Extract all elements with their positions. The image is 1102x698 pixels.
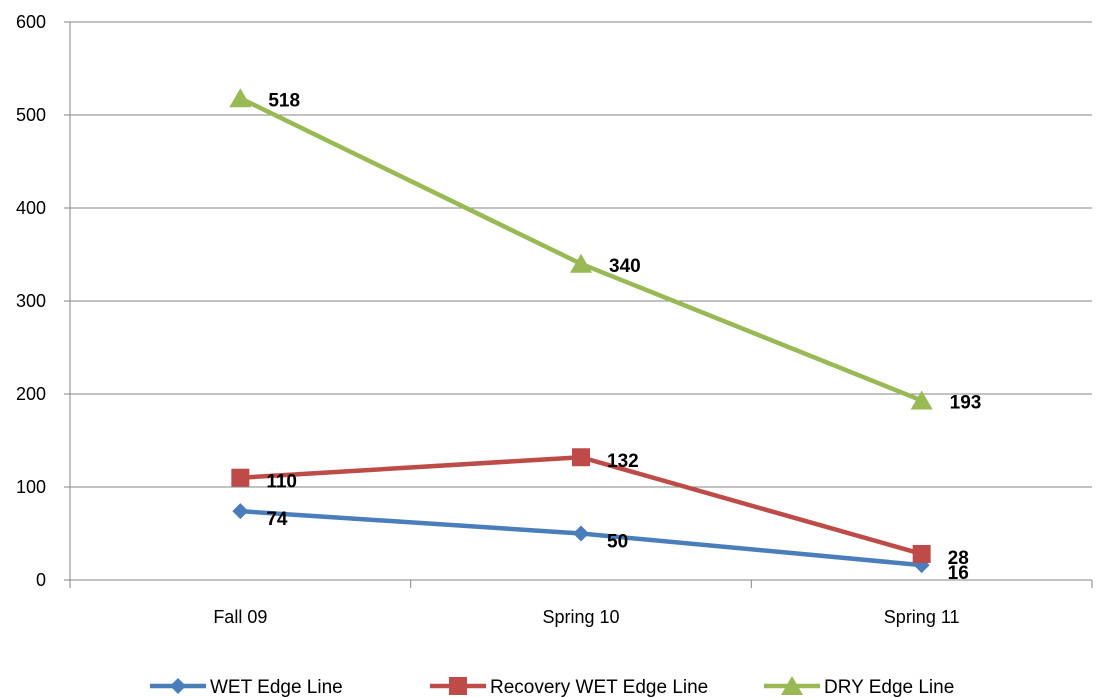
legend-label: WET Edge Line: [210, 677, 343, 698]
x-tick-label: Spring 11: [884, 607, 960, 627]
data-label: 193: [950, 393, 982, 414]
data-label: 340: [609, 256, 641, 277]
legend-label: Recovery WET Edge Line: [490, 677, 708, 698]
y-tick-label: 500: [16, 105, 46, 125]
y-tick-label: 100: [16, 477, 46, 497]
data-label: 16: [948, 563, 969, 584]
legend-item: Recovery WET Edge Line: [430, 677, 708, 698]
y-tick-label: 200: [16, 384, 46, 404]
legend-marker: [170, 678, 186, 694]
data-point: [232, 503, 249, 520]
data-labels: 74 50 16 110 132 28 518 340 193: [266, 90, 981, 584]
x-tick-label: Spring 10: [542, 607, 619, 627]
axes: 0 100 200 300 400 500 600 Fall 09 Spring 10 Sprin…: [16, 12, 1093, 627]
legend-marker: [449, 677, 467, 695]
data-label: 110: [266, 472, 297, 493]
legend: WET Edge Line Recovery WET Edge Line DRY E…: [150, 676, 954, 698]
legend-label: DRY Edge Line: [824, 677, 954, 698]
data-point: [912, 544, 931, 563]
legend-item: DRY Edge Line: [764, 676, 954, 698]
y-tick-label: 600: [16, 12, 46, 32]
y-tick-label: 0: [36, 570, 46, 590]
legend-marker: [781, 676, 803, 695]
series-line: [238, 96, 924, 403]
data-point: [570, 253, 592, 273]
data-label: 132: [607, 451, 639, 472]
data-point: [229, 88, 252, 108]
data-label: 518: [268, 90, 300, 111]
data-point: [231, 468, 250, 487]
data-label: 28: [948, 548, 969, 569]
gridlines: [70, 21, 1092, 488]
data-label: 74: [266, 509, 288, 530]
data-point: [910, 390, 933, 410]
x-tick-label: Fall 09: [213, 607, 267, 627]
data-label: 50: [607, 532, 628, 553]
y-tick-label: 400: [16, 198, 46, 218]
data-point: [573, 525, 589, 542]
y-tick-label: 300: [16, 291, 46, 311]
data-point: [572, 448, 590, 467]
legend-item: WET Edge Line: [150, 677, 343, 698]
series: [229, 88, 933, 574]
